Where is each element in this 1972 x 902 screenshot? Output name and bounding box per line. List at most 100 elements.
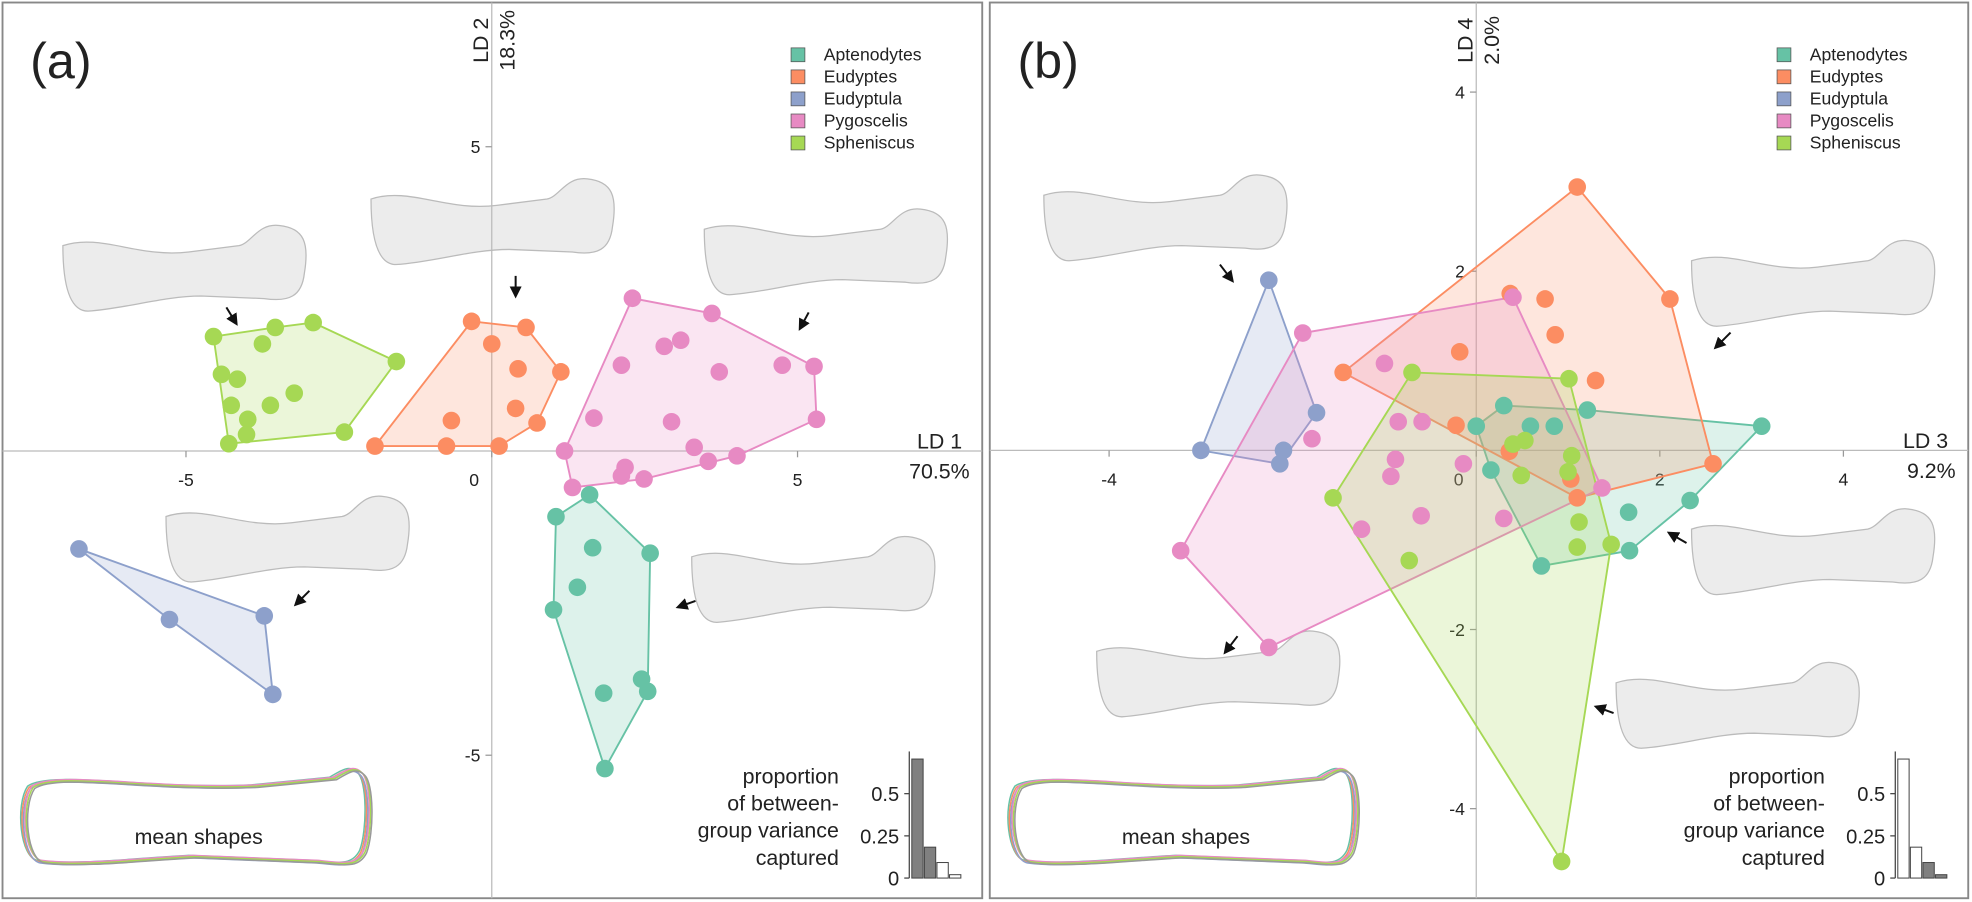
inset-bar bbox=[1935, 874, 1948, 879]
legend-swatch bbox=[790, 91, 806, 107]
data-point bbox=[612, 467, 631, 485]
legend-swatch bbox=[790, 69, 806, 85]
data-point bbox=[1271, 454, 1289, 473]
data-point bbox=[212, 365, 231, 384]
panel-label: (a) bbox=[30, 32, 91, 89]
inset-bar bbox=[1897, 758, 1910, 879]
data-point bbox=[1307, 403, 1326, 422]
data-point bbox=[1578, 401, 1597, 419]
data-point bbox=[366, 437, 384, 455]
inset-caption: group variance bbox=[698, 819, 839, 843]
data-point bbox=[1260, 638, 1278, 657]
data-point bbox=[70, 540, 88, 558]
x-tick-label: -5 bbox=[178, 470, 194, 490]
inset-caption: proportion bbox=[1729, 765, 1825, 789]
data-point bbox=[1494, 396, 1513, 415]
data-point bbox=[594, 684, 613, 702]
x-tick-label: 4 bbox=[1839, 470, 1849, 490]
y-tick-label: -2 bbox=[1449, 620, 1465, 640]
data-point bbox=[1516, 431, 1534, 450]
data-point bbox=[228, 370, 247, 388]
data-point bbox=[1512, 466, 1531, 485]
legend-label: Pygoscelis bbox=[1810, 111, 1894, 131]
x-tick-label: 0 bbox=[469, 470, 479, 490]
data-point bbox=[304, 313, 322, 332]
data-point bbox=[462, 312, 481, 331]
data-point bbox=[1375, 354, 1394, 373]
data-point bbox=[1293, 324, 1312, 342]
data-point bbox=[1681, 491, 1699, 510]
data-point bbox=[490, 437, 508, 455]
legend-swatch bbox=[790, 135, 806, 151]
inset-caption: captured bbox=[756, 846, 839, 870]
legend-label: Aptenodytes bbox=[1810, 44, 1908, 64]
x-axis-label: 70.5% bbox=[909, 460, 970, 484]
data-point bbox=[1602, 535, 1620, 554]
data-point bbox=[266, 318, 285, 337]
data-point bbox=[238, 410, 257, 429]
y-tick-label: 5 bbox=[471, 137, 481, 157]
legend-label: Aptenodytes bbox=[824, 44, 922, 64]
data-point bbox=[612, 356, 631, 374]
data-point bbox=[237, 425, 256, 444]
legend-swatch bbox=[1776, 69, 1792, 85]
inset-caption: captured bbox=[1742, 846, 1825, 870]
inset-bar bbox=[936, 862, 949, 879]
data-point bbox=[1661, 290, 1679, 308]
data-point bbox=[580, 485, 599, 504]
inset-caption: proportion bbox=[743, 765, 839, 789]
inset-caption: group variance bbox=[1684, 819, 1825, 843]
data-point bbox=[1386, 450, 1405, 469]
inset-caption: of between- bbox=[727, 792, 839, 816]
data-point bbox=[583, 538, 602, 557]
data-point bbox=[1171, 541, 1190, 560]
data-point bbox=[1324, 489, 1342, 507]
group-hull bbox=[552, 493, 652, 771]
data-point bbox=[641, 544, 659, 563]
data-point bbox=[1546, 326, 1564, 344]
y-tick-label: 2 bbox=[1455, 262, 1465, 282]
data-point bbox=[509, 360, 527, 378]
mean-shape-outline bbox=[1008, 769, 1355, 865]
data-point bbox=[1382, 467, 1400, 486]
data-point bbox=[1570, 513, 1588, 531]
x-axis-label: 9.2% bbox=[1907, 459, 1956, 483]
data-point bbox=[1412, 506, 1430, 525]
legend-swatch bbox=[1776, 113, 1792, 129]
data-point bbox=[728, 447, 746, 465]
data-point bbox=[662, 412, 681, 431]
data-point bbox=[1568, 538, 1587, 556]
legend-swatch bbox=[790, 47, 806, 63]
data-point bbox=[1303, 429, 1321, 448]
data-point bbox=[552, 363, 570, 381]
x-tick-label: -4 bbox=[1101, 470, 1117, 490]
data-point bbox=[703, 304, 721, 323]
inset-tick-label: 0.25 bbox=[860, 826, 899, 848]
data-point bbox=[1447, 416, 1465, 435]
data-point bbox=[1192, 441, 1210, 460]
y-tick-label: -4 bbox=[1449, 799, 1465, 819]
data-point bbox=[1400, 551, 1419, 570]
data-point bbox=[1467, 417, 1486, 436]
data-point bbox=[442, 411, 461, 430]
mean-shape-outline bbox=[1014, 770, 1360, 866]
inset-tick-label: 0 bbox=[888, 869, 899, 891]
data-point bbox=[1274, 441, 1293, 460]
data-point bbox=[1562, 446, 1581, 465]
data-point bbox=[160, 610, 179, 629]
inset-bar bbox=[911, 758, 924, 879]
data-point bbox=[1559, 463, 1577, 481]
data-point bbox=[517, 318, 535, 337]
data-point bbox=[807, 410, 826, 429]
legend-label: Eudyptula bbox=[824, 89, 902, 109]
inset-bar bbox=[949, 874, 962, 879]
data-point bbox=[1568, 489, 1587, 507]
data-point bbox=[1521, 417, 1540, 436]
data-point bbox=[685, 438, 703, 457]
data-point bbox=[1536, 290, 1554, 308]
mean-shapes-label: mean shapes bbox=[135, 825, 263, 849]
data-point bbox=[547, 507, 565, 526]
inset-tick-label: 0.5 bbox=[871, 784, 899, 806]
legend-label: Pygoscelis bbox=[824, 111, 908, 131]
